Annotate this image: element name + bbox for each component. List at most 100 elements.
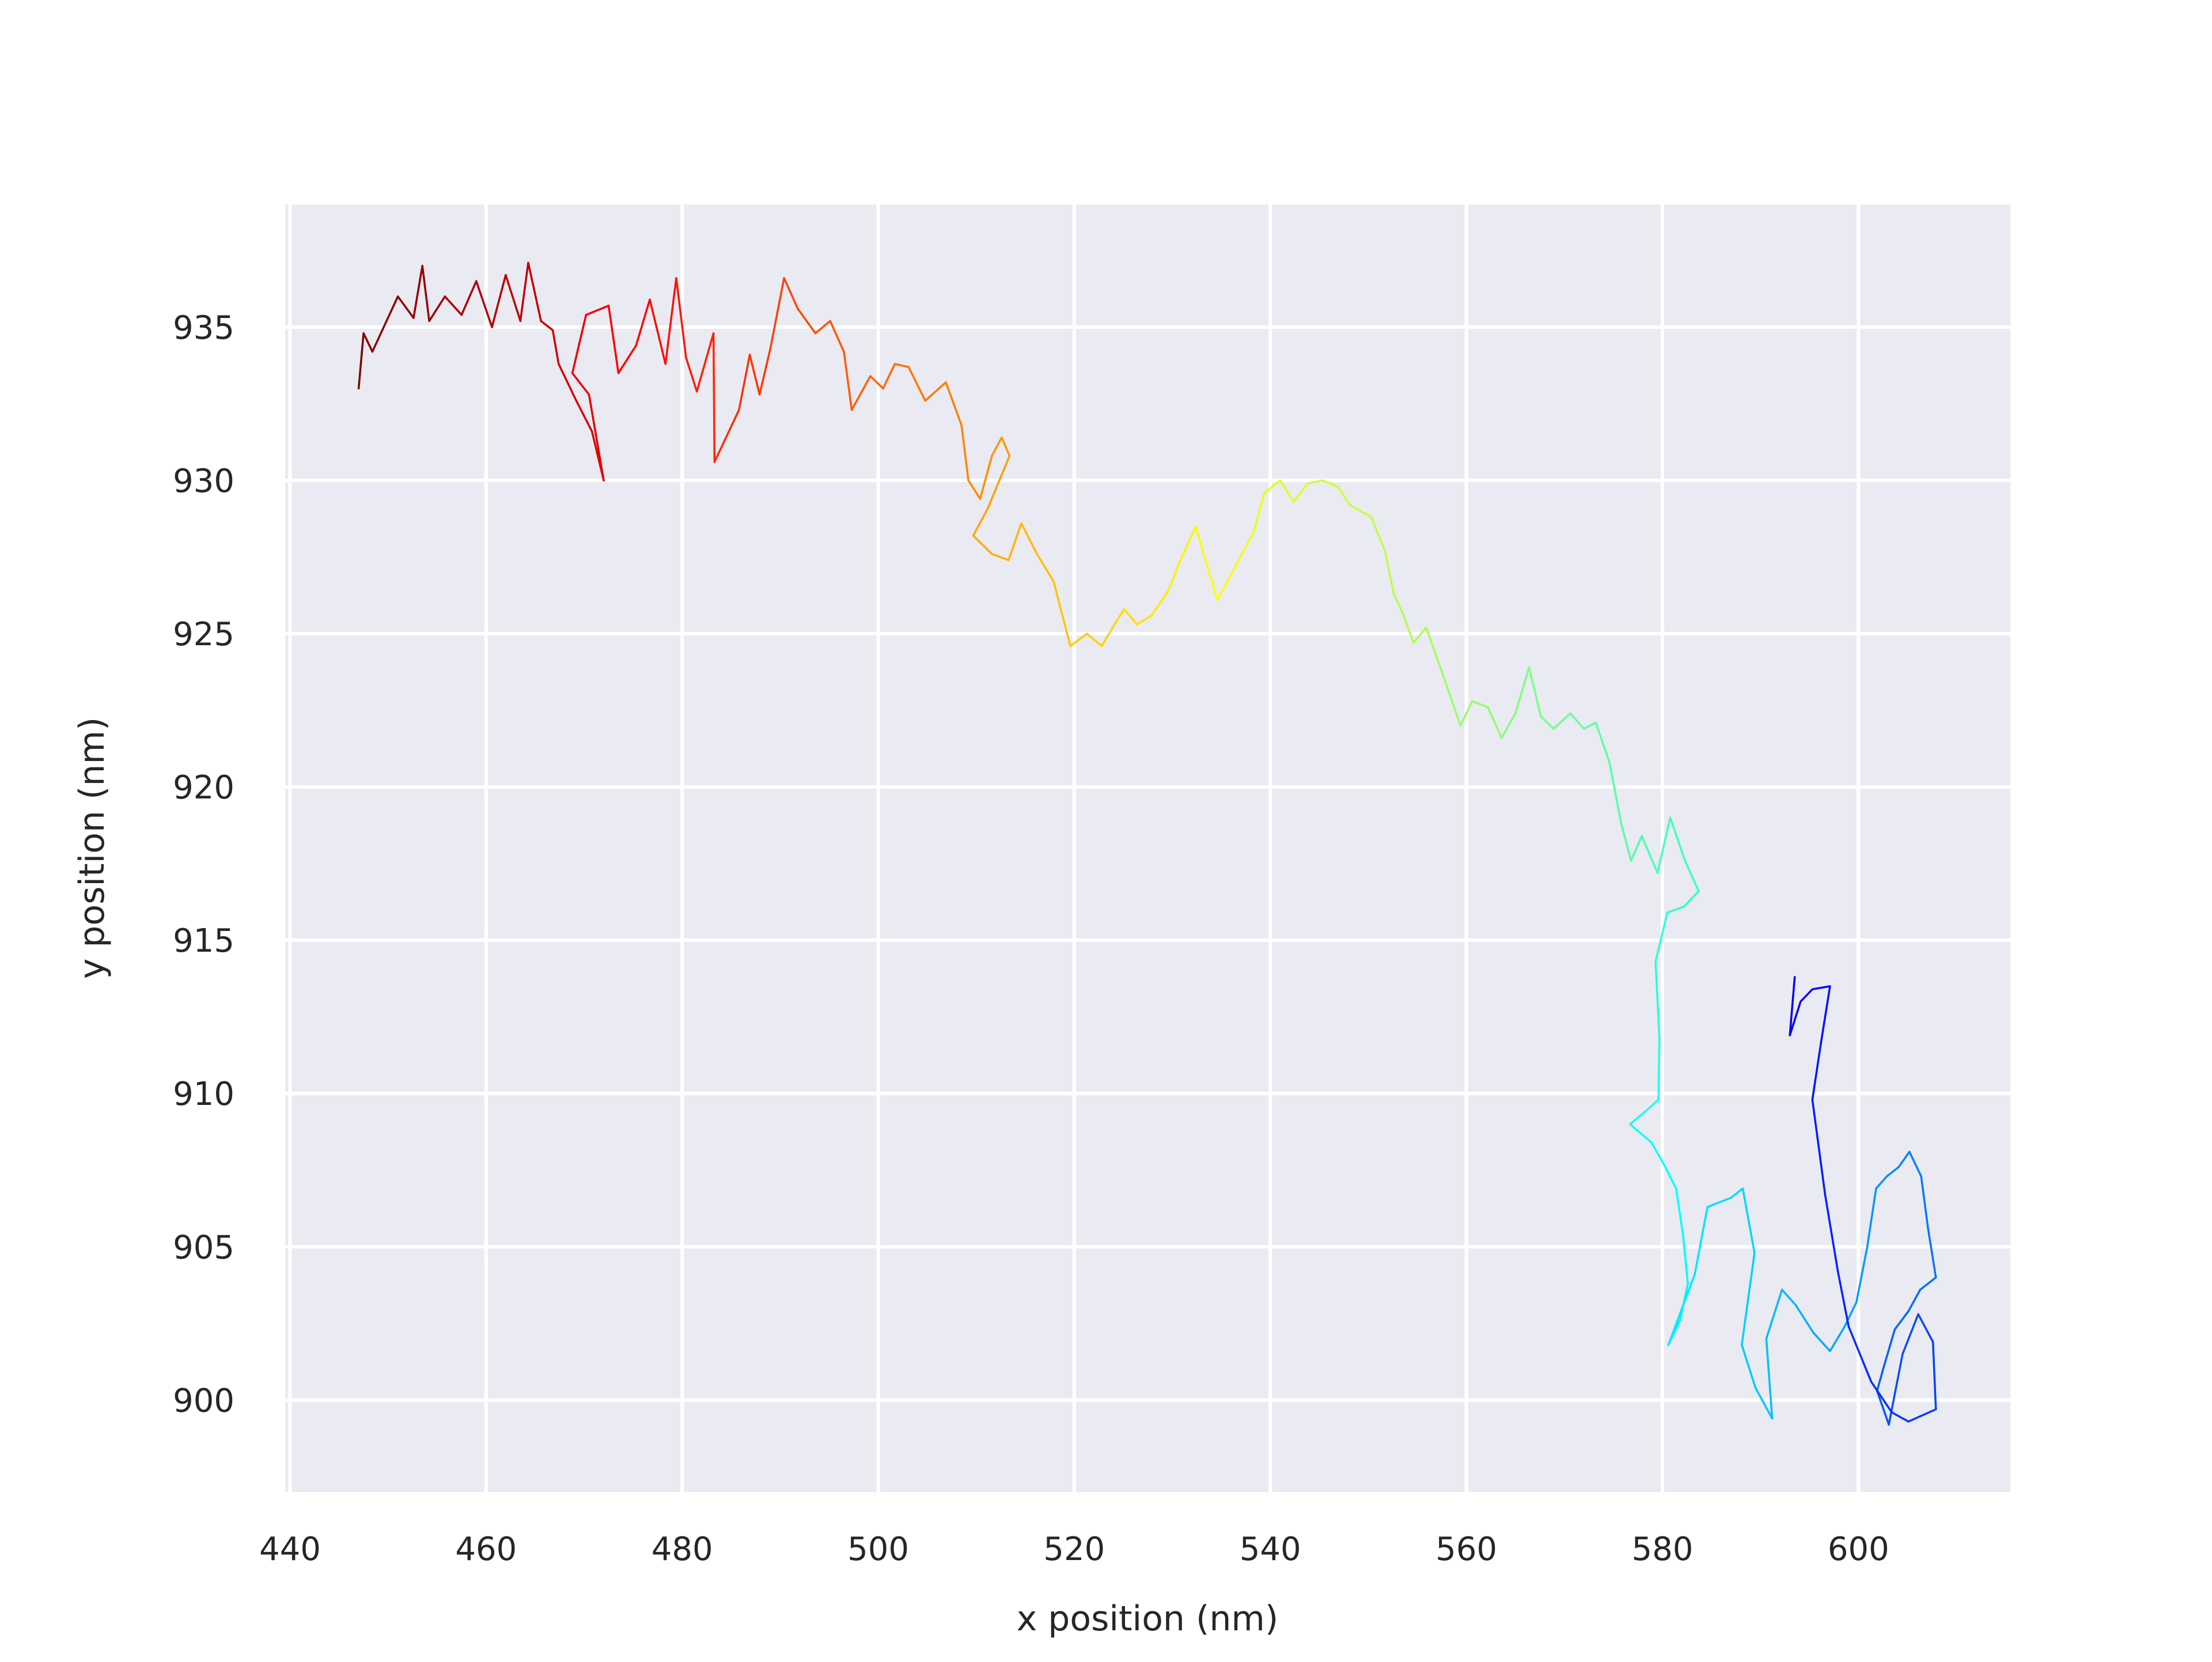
track-segment (519, 262, 529, 322)
track-segment (1866, 1187, 1877, 1248)
track-segment (758, 347, 772, 396)
track-segment (1202, 552, 1219, 601)
track-segment (1875, 1175, 1888, 1190)
track-segment (1384, 550, 1395, 595)
track-segment (1836, 1270, 1850, 1328)
track-segment (1052, 580, 1071, 648)
plot-area (285, 205, 2010, 1492)
track-segment (1740, 1252, 1756, 1346)
x-tick-label: 480 (652, 1531, 713, 1568)
track-segment (907, 366, 926, 402)
track-segment (695, 332, 715, 393)
track-segment (1412, 626, 1427, 644)
track-segment (814, 320, 831, 335)
track-segment (712, 332, 716, 463)
track-segment (1336, 485, 1351, 506)
track-segment (1650, 1141, 1666, 1168)
y-tick-label: 920 (173, 769, 234, 807)
track-segment (1824, 1194, 1839, 1273)
track-segment (797, 308, 817, 335)
track-segment (960, 424, 969, 482)
y-axis-ticks: 900 905 910 915 920 925 930 935 (173, 309, 234, 1420)
track-segment (1820, 985, 1831, 1043)
track-segment (843, 350, 853, 411)
track-segment (991, 552, 1010, 562)
track-segment (1683, 890, 1700, 908)
track-segment (1392, 593, 1405, 616)
track-segment (1569, 712, 1585, 730)
track-segment (1306, 479, 1324, 484)
track-segment (1459, 700, 1474, 727)
track-segment (1086, 633, 1103, 648)
track-segment (1891, 1411, 1910, 1423)
track-segment (991, 436, 1003, 457)
track-segment (1115, 608, 1126, 623)
track-segment (869, 375, 884, 390)
y-tick-label: 910 (173, 1076, 234, 1113)
y-tick-label: 900 (173, 1382, 234, 1419)
track-segment (850, 375, 872, 411)
track-segment (1608, 761, 1623, 825)
track-segment (1667, 1273, 1696, 1346)
track-segment (1847, 1325, 1873, 1383)
track-segment (588, 393, 605, 482)
track-segment (1370, 516, 1387, 552)
grid (285, 205, 2010, 1492)
track-segment (1812, 1331, 1831, 1352)
y-tick-label: 935 (173, 309, 234, 347)
track-segment (1741, 1187, 1756, 1254)
track-segment (1920, 1175, 1929, 1230)
y-tick-label: 915 (173, 922, 234, 960)
track-segment (1630, 835, 1643, 862)
track-segment (1870, 1380, 1893, 1414)
track-segment (1514, 666, 1531, 715)
track-segment (1754, 1387, 1774, 1420)
track-segment (1487, 706, 1503, 739)
track-segment (1684, 860, 1700, 892)
track-segment (1893, 1310, 1910, 1331)
track-segment (396, 295, 415, 319)
track-segment (1293, 482, 1309, 503)
track-segment (1919, 1276, 1937, 1291)
track-segment (1471, 700, 1489, 709)
track-segment (1349, 503, 1373, 518)
track-segment (675, 277, 687, 359)
track-segment (924, 381, 947, 402)
track-segment (1740, 1343, 1757, 1389)
track-segment (1789, 1000, 1802, 1036)
track-segment (1829, 1325, 1846, 1352)
track-segment (1216, 577, 1230, 601)
track-segment (1228, 552, 1243, 580)
track-segment (571, 313, 588, 374)
track-segment (1843, 1301, 1858, 1328)
track-segment (585, 304, 610, 316)
track-segment (829, 320, 845, 353)
track-segment (945, 381, 963, 426)
track-segment (1876, 1365, 1885, 1392)
track-segment (1036, 552, 1055, 583)
track-segment (1706, 1197, 1732, 1208)
track-segment (1694, 1206, 1709, 1275)
x-tick-label: 580 (1631, 1531, 1693, 1568)
track-segment (1781, 1289, 1797, 1307)
track-segment (1669, 816, 1686, 862)
track-segment (1654, 960, 1661, 1040)
track-segment (1641, 835, 1659, 874)
track-segment (1528, 666, 1542, 718)
x-axis-label: x position (nm) (1017, 1599, 1279, 1639)
track-segment (1675, 1187, 1684, 1236)
track-segment (713, 408, 740, 463)
track-segment (635, 298, 651, 347)
track-segment (362, 332, 374, 353)
track-segment (1425, 626, 1437, 656)
track-segment (551, 329, 560, 365)
track-segment (475, 280, 493, 328)
x-tick-label: 500 (847, 1531, 909, 1568)
track-segment (1794, 1304, 1815, 1334)
x-tick-label: 600 (1828, 1531, 1889, 1568)
track-segment (979, 455, 993, 500)
track-segment (460, 280, 478, 316)
x-tick-label: 560 (1435, 1531, 1497, 1568)
track-segment (1279, 479, 1295, 503)
